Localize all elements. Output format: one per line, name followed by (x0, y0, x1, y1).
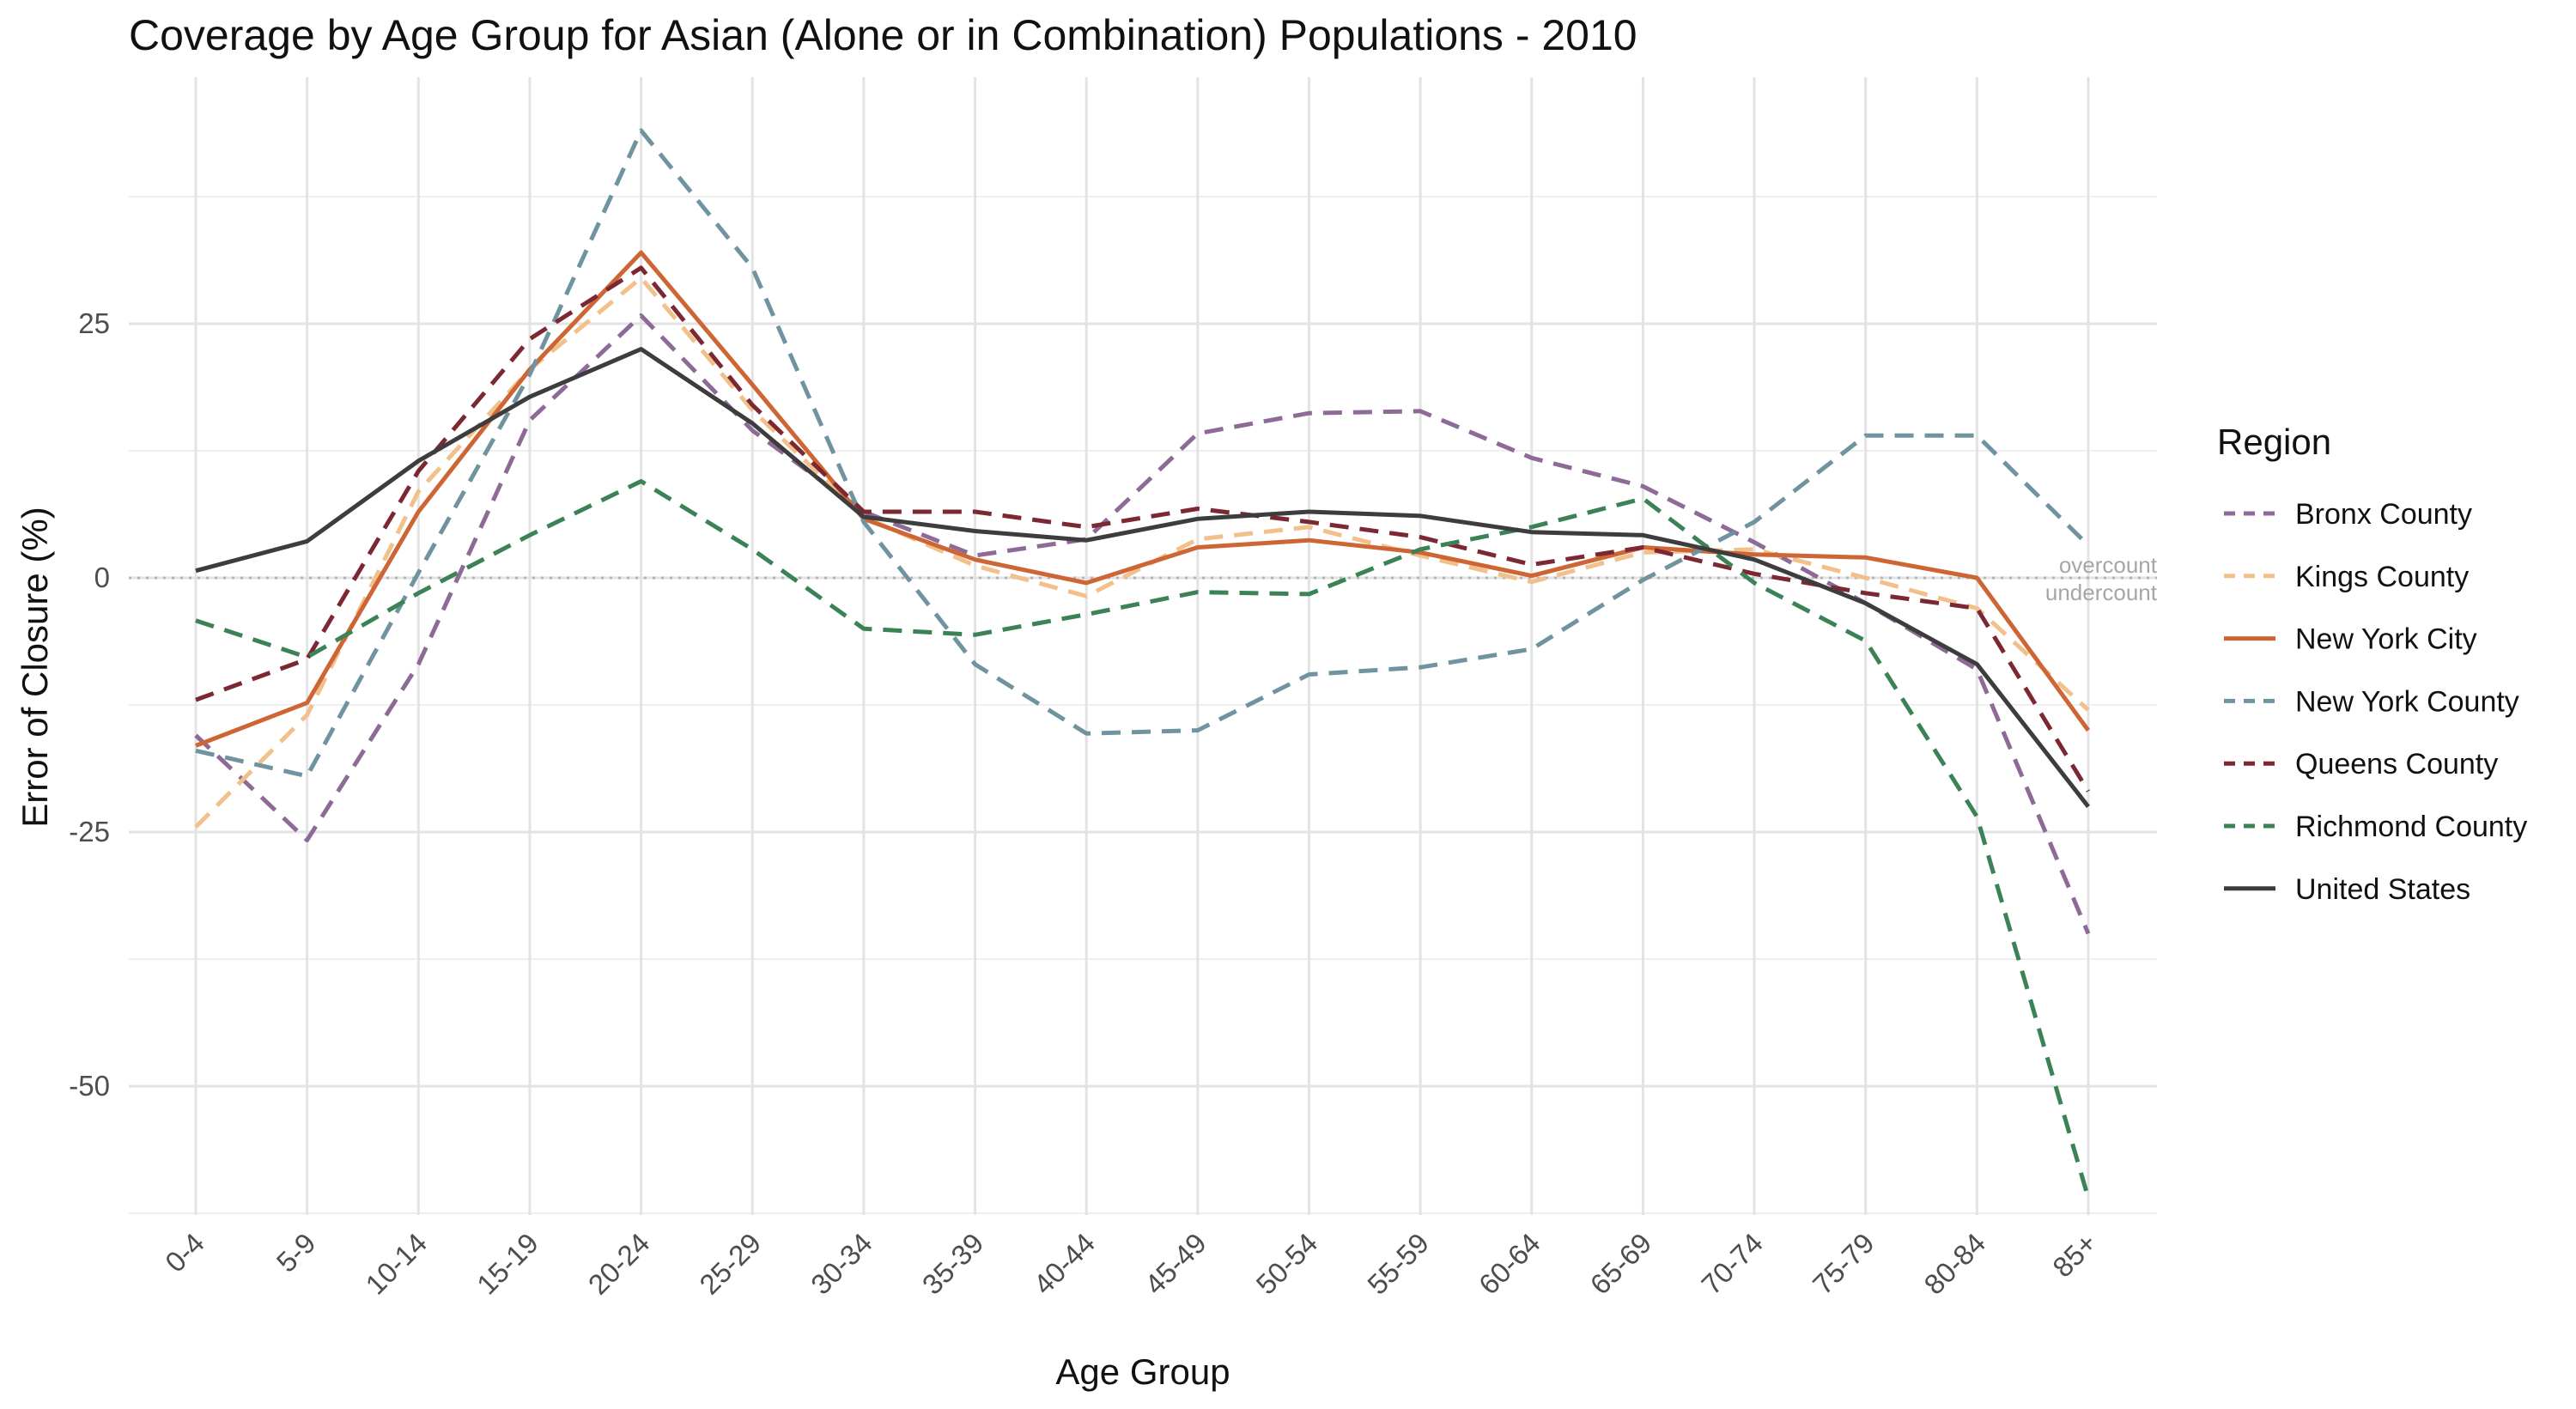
x-tick-label: 65-69 (1584, 1227, 1658, 1301)
y-tick-label: 0 (94, 562, 110, 593)
series-line-kings-county (194, 276, 2090, 829)
x-tick-label: 10-14 (359, 1227, 433, 1301)
x-tick-label: 50-54 (1250, 1227, 1324, 1301)
x-tick-label: 40-44 (1027, 1227, 1101, 1301)
x-tick-label: 55-59 (1361, 1227, 1435, 1301)
series-line-new-york-county (195, 128, 2090, 779)
x-tick-label: 20-24 (582, 1227, 656, 1301)
legend-label: United States (2295, 873, 2470, 906)
x-tick-label: 30-34 (805, 1227, 878, 1301)
y-tick-label: -25 (69, 816, 110, 847)
x-tick-label: 80-84 (1917, 1227, 1991, 1301)
x-tick-label: 75-79 (1807, 1227, 1880, 1301)
grid (129, 77, 2157, 1215)
x-tick-label: 60-64 (1473, 1227, 1546, 1301)
y-tick-label: -50 (69, 1070, 110, 1102)
y-axis-ticks: -50 -25 0 25 (69, 307, 110, 1102)
x-tick-label: 5-9 (270, 1227, 322, 1278)
legend-label: Richmond County (2295, 811, 2527, 843)
series-line-bronx-county (194, 313, 2091, 935)
legend-label: New York County (2295, 685, 2519, 718)
legend: Region Bronx County Kings County New York … (2217, 422, 2527, 906)
x-tick-label: 35-39 (916, 1227, 990, 1301)
series-line-richmond-county (195, 479, 2091, 1199)
x-tick-label: 0-4 (159, 1227, 210, 1278)
x-tick-label: 85+ (2046, 1227, 2103, 1284)
series-line-united-states (195, 347, 2090, 808)
legend-label: Bronx County (2295, 498, 2472, 531)
y-axis-title: Error of Closure (%) (15, 507, 55, 827)
chart-title: Coverage by Age Group for Asian (Alone o… (129, 11, 1637, 59)
x-tick-label: 45-49 (1139, 1227, 1212, 1301)
x-tick-label: 25-29 (693, 1227, 767, 1301)
legend-label: Queens County (2295, 748, 2498, 780)
series-line-queens-county (195, 265, 2091, 793)
overcount-label: overcount (2059, 552, 2158, 578)
series-lines (194, 128, 2091, 1199)
x-tick-label: 70-74 (1695, 1227, 1769, 1301)
series-line-new-york-city (195, 250, 2091, 748)
undercount-label: undercount (2045, 580, 2158, 605)
x-tick-label: 15-19 (471, 1227, 544, 1301)
legend-label: New York City (2295, 623, 2477, 656)
y-tick-label: 25 (78, 307, 110, 339)
legend-title: Region (2217, 422, 2331, 462)
legend-label: Kings County (2295, 561, 2469, 593)
x-axis-ticks: 0-4 5-9 10-14 15-19 20-24 25-29 30-34 35-39 40-4… (159, 1227, 2103, 1301)
x-axis-title: Age Group (1055, 1351, 1230, 1392)
